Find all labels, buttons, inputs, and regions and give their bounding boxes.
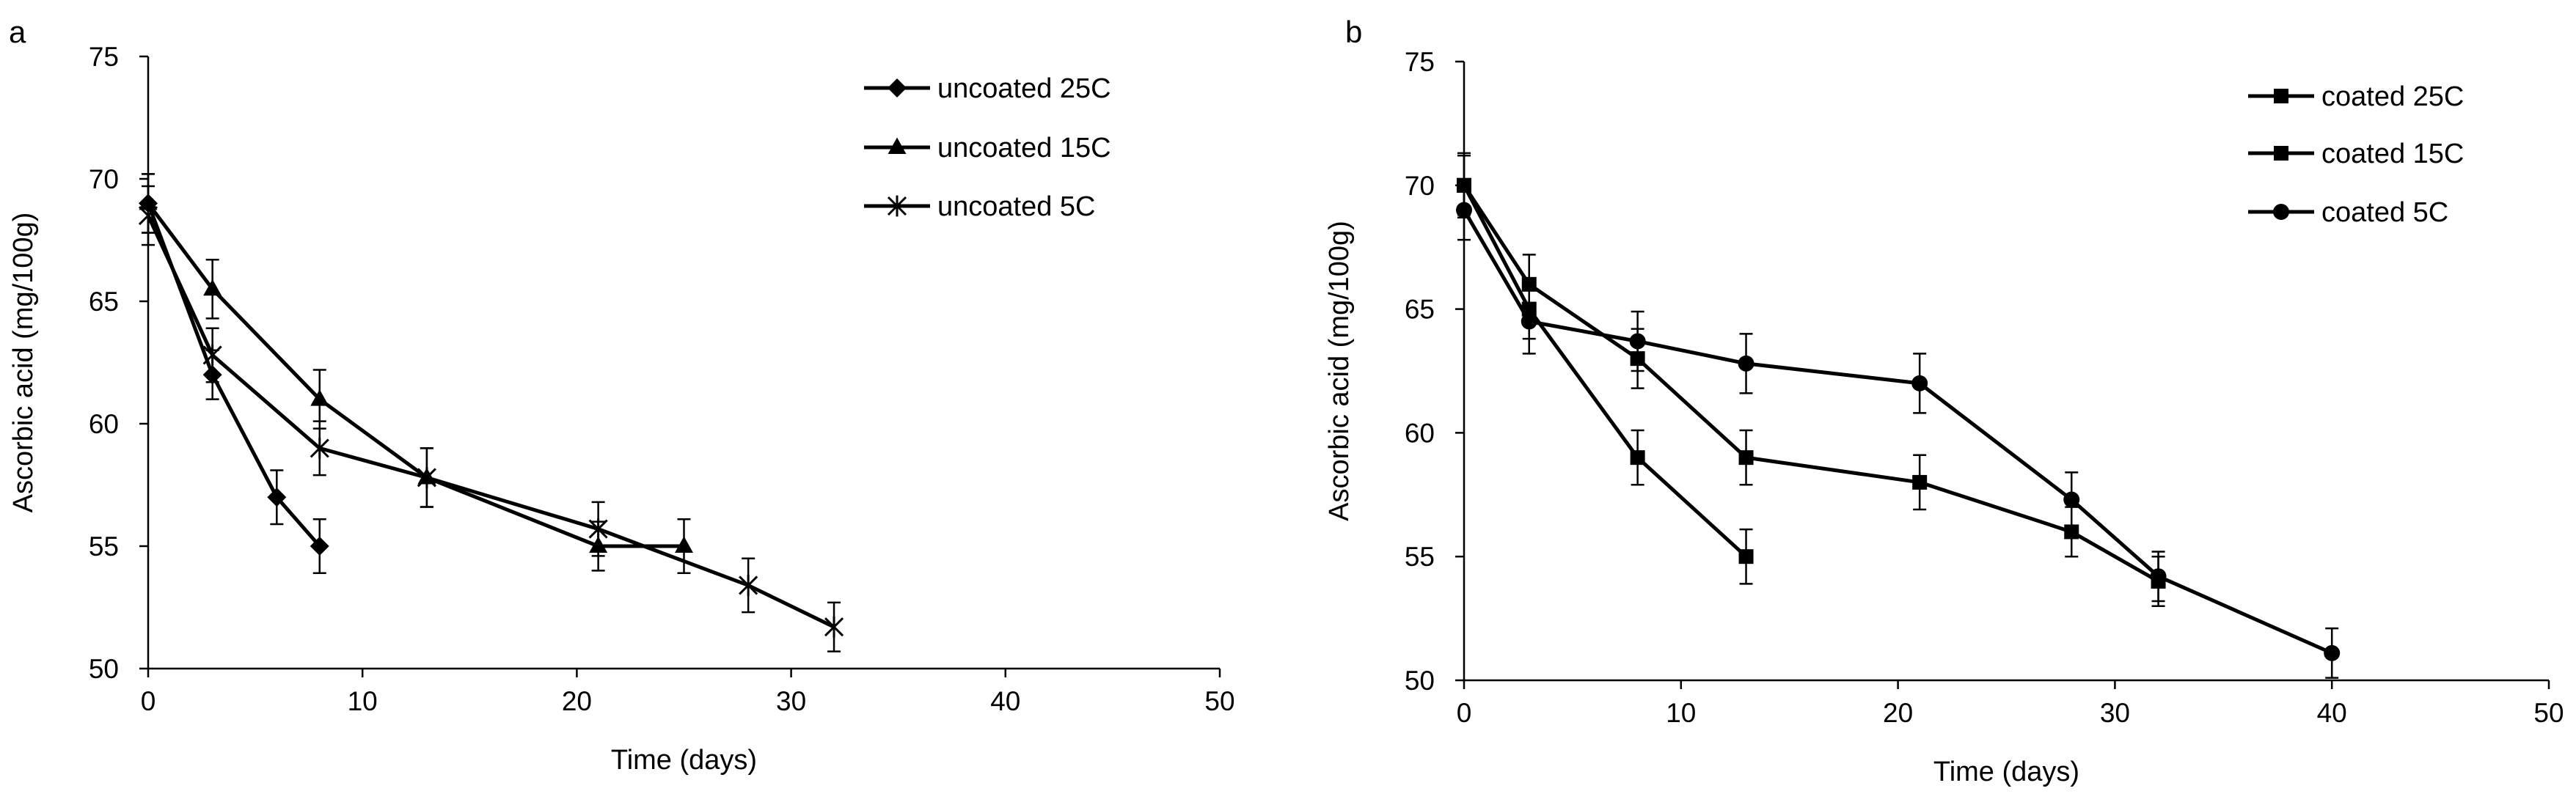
data-point — [1521, 313, 1537, 330]
data-point — [2324, 644, 2341, 661]
legend-label: uncoated 15C — [937, 133, 1111, 163]
x-tick-label: 50 — [2533, 698, 2564, 728]
x-tick-label: 10 — [1666, 698, 1696, 728]
legend-marker — [888, 78, 907, 98]
data-point — [588, 518, 608, 540]
data-point — [824, 616, 844, 638]
y-axis-title: Ascorbic acid (mg/100g) — [1324, 221, 1355, 521]
data-point — [1629, 333, 1646, 350]
y-tick-label: 70 — [89, 164, 119, 194]
data-point — [2150, 568, 2167, 585]
x-tick-label: 40 — [2317, 698, 2347, 728]
data-point — [1912, 474, 1928, 490]
legend-entry: uncoated 5C — [864, 191, 1096, 222]
legend-marker — [2274, 89, 2288, 103]
y-tick-label: 75 — [89, 42, 119, 72]
x-tick-label: 20 — [1883, 698, 1913, 728]
x-tick-label: 0 — [1457, 698, 1472, 728]
data-point — [203, 279, 222, 296]
y-tick-label: 70 — [1405, 171, 1435, 201]
data-point — [310, 438, 329, 459]
legend-label: uncoated 5C — [937, 191, 1096, 222]
series-uncoated-15C — [139, 173, 693, 574]
data-point — [1738, 549, 1754, 564]
legend-label: coated 5C — [2321, 197, 2448, 228]
data-point — [1521, 276, 1537, 292]
x-tick-label: 10 — [348, 686, 378, 716]
legend-entry: uncoated 25C — [864, 73, 1111, 104]
series-line — [146, 215, 835, 629]
data-point — [1911, 375, 1928, 391]
legend-marker — [887, 195, 907, 217]
legend-entry: uncoated 15C — [864, 133, 1111, 163]
y-tick-label: 60 — [1405, 418, 1435, 448]
legend-marker — [888, 137, 907, 154]
y-tick-label: 55 — [89, 531, 119, 562]
data-point — [310, 537, 329, 556]
series-line — [1462, 184, 1748, 559]
y-tick-label: 65 — [89, 287, 119, 317]
panel-label: b — [1345, 15, 1362, 49]
y-tick-label: 60 — [89, 409, 119, 439]
x-tick-label: 40 — [990, 686, 1020, 716]
y-tick-label: 50 — [1405, 666, 1435, 696]
x-tick-label: 50 — [1204, 686, 1234, 716]
y-axis-title: Ascorbic acid (mg/100g) — [8, 213, 39, 513]
data-point — [1738, 450, 1754, 466]
data-point — [2063, 491, 2080, 508]
legend-label: uncoated 25C — [937, 73, 1111, 104]
legend-marker — [2273, 204, 2289, 220]
legend-label: coated 15C — [2321, 139, 2464, 169]
y-tick-label: 55 — [1405, 542, 1435, 572]
data-point — [202, 345, 222, 366]
series-line — [1462, 209, 2333, 655]
y-tick-label: 65 — [1405, 295, 1435, 325]
data-point — [675, 536, 693, 553]
y-tick-label: 75 — [1405, 47, 1435, 77]
data-point — [417, 467, 436, 488]
series-coated-5C — [1456, 179, 2341, 679]
legend-entry: coated 15C — [2248, 139, 2464, 169]
legend-label: coated 25C — [2321, 81, 2464, 112]
series-line — [1462, 184, 2159, 584]
series-coated-15C — [1457, 152, 2166, 607]
data-point — [138, 205, 158, 227]
data-point — [1456, 202, 1472, 218]
series-line — [146, 202, 684, 548]
legend-entry: coated 5C — [2248, 197, 2448, 228]
legend-marker — [2274, 146, 2288, 161]
data-point — [1738, 355, 1754, 372]
legend-entry: coated 25C — [2248, 81, 2464, 112]
series-uncoated-5C — [138, 185, 844, 652]
data-point — [1630, 450, 1645, 466]
series-coated-25C — [1457, 155, 1754, 585]
x-tick-label: 30 — [2100, 698, 2130, 728]
x-axis-title: Time (days) — [611, 745, 757, 776]
data-point — [739, 575, 758, 596]
panel-label: a — [9, 15, 26, 49]
x-tick-label: 0 — [141, 686, 156, 716]
data-point — [310, 389, 329, 406]
data-point — [2064, 524, 2079, 540]
chart-panel-a: a 50 55 60 65 70 75 0 10 20 30 40 50 Time (days) Ascor… — [8, 15, 1235, 776]
data-point — [267, 488, 287, 507]
x-tick-label: 30 — [776, 686, 806, 716]
x-axis-title: Time (days) — [1933, 757, 2079, 787]
chart-panel-b: b 50 55 60 65 70 75 0 10 20 30 40 50 Time (days) Ascor… — [1324, 15, 2564, 787]
y-tick-label: 50 — [89, 654, 119, 684]
x-tick-label: 20 — [562, 686, 592, 716]
